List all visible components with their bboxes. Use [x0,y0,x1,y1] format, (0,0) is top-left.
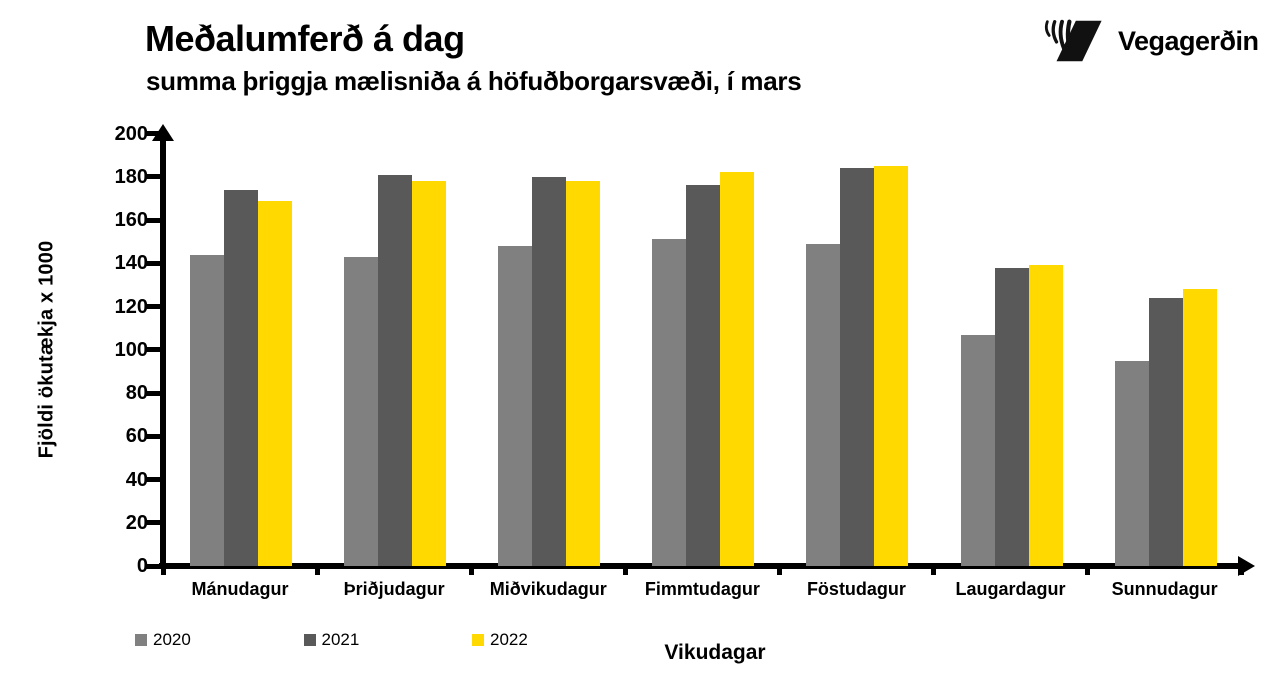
y-tick-label: 40 [125,468,148,491]
x-tick-mark [314,563,320,575]
x-category-label: Miðvikudagur [489,579,607,599]
x-category-label: Mánudagur [191,579,289,599]
bar-2020-Sunnudagur [1114,360,1149,566]
brand-logo: Vegagerðin [1040,18,1259,64]
bar-2022-Sunnudagur [1182,289,1217,566]
bar-2020-Laugardagur [960,334,995,566]
y-tick-mark [146,304,160,309]
bar-2021-Þriðjudagur [378,174,413,566]
y-tick-label: 140 [114,252,148,275]
y-tick-label: 80 [125,382,148,404]
y-tick-mark [146,260,160,266]
y-tick-mark [146,477,160,482]
brand-name: Vegagerðin [1118,25,1259,56]
bar-2022-Mánudagur [258,200,292,566]
bar-2021-Fimmtudagur [686,185,721,566]
legend-item-2020: 2020 [135,631,191,649]
bar-2020-Föstudagur [806,243,841,566]
y-tick-label: 60 [125,425,148,448]
x-category-label: Föstudagur [806,579,906,599]
y-axis-arrow-icon [152,124,174,141]
x-tick-mark [776,563,782,575]
x-category-label: Þriðjudagur [343,579,445,599]
bar-2022-Fimmtudagur [720,172,755,566]
bar-2021-Mánudagur [224,189,258,566]
x-category-label: Laugardagur [955,579,1066,599]
y-tick-mark [146,174,160,180]
y-tick-mark [146,131,160,136]
x-category-label: Sunnudagur [1111,579,1218,599]
bar-2020-Þriðjudagur [344,256,379,566]
y-tick-mark [146,520,160,526]
y-tick-label: 160 [114,209,148,231]
y-tick-mark [146,347,160,353]
legend-swatch-2020 [135,634,147,646]
bar-2020-Fimmtudagur [652,239,687,566]
bar-2020-Mánudagur [190,254,224,566]
legend-label-2020: 2020 [153,630,191,649]
page-subtitle: summa þriggja mælisniða á höfuðborgarsvæ… [146,66,802,96]
x-axis-title: Vikudagar [664,641,766,664]
y-tick-label: 0 [136,555,148,577]
y-tick-label: 120 [114,295,148,318]
y-tick-mark [146,433,160,439]
legend-item-2021: 2021 [303,630,360,649]
x-tick-mark [622,563,628,575]
y-tick-mark [146,217,160,223]
x-axis-line [159,563,1239,569]
legend-item-2022: 2022 [472,631,528,649]
bar-2021-Föstudagur [840,168,875,566]
y-tick-mark [146,390,160,396]
bar-2022-Laugardagur [1028,265,1063,566]
legend-swatch-2022 [472,634,484,646]
legend-label-2021: 2021 [321,630,360,649]
y-axis-title: Fjöldi ökutækja x 1000 [35,240,58,459]
bar-2021-Sunnudagur [1148,297,1183,566]
y-tick-label: 20 [125,511,148,534]
bar-2022-Föstudagur [874,165,909,566]
y-tick-mark [146,563,160,569]
vegagerdin-logo-icon [1044,19,1102,62]
chart-legend: 2020 2021 2022 [135,631,735,655]
page-title: Meðalumferð á dag [145,18,465,59]
y-tick-label: 180 [114,165,148,188]
y-tick-label: 200 [114,122,148,145]
legend-swatch-2021 [303,634,316,646]
bar-2021-Miðvikudagur [532,176,567,566]
bar-2022-Miðvikudagur [566,181,601,566]
x-tick-mark [1239,563,1245,575]
x-tick-mark [468,563,474,575]
bar-2020-Miðvikudagur [498,245,533,566]
x-tick-mark [1085,563,1091,575]
x-tick-mark [931,563,936,575]
x-category-label: Fimmtudagur [644,579,760,599]
legend-label-2022: 2022 [490,630,528,649]
bar-2022-Þriðjudagur [412,181,447,566]
x-tick-mark [160,563,166,575]
y-tick-label: 100 [114,338,148,361]
y-axis-line [160,139,166,569]
bar-2021-Laugardagur [994,267,1029,566]
